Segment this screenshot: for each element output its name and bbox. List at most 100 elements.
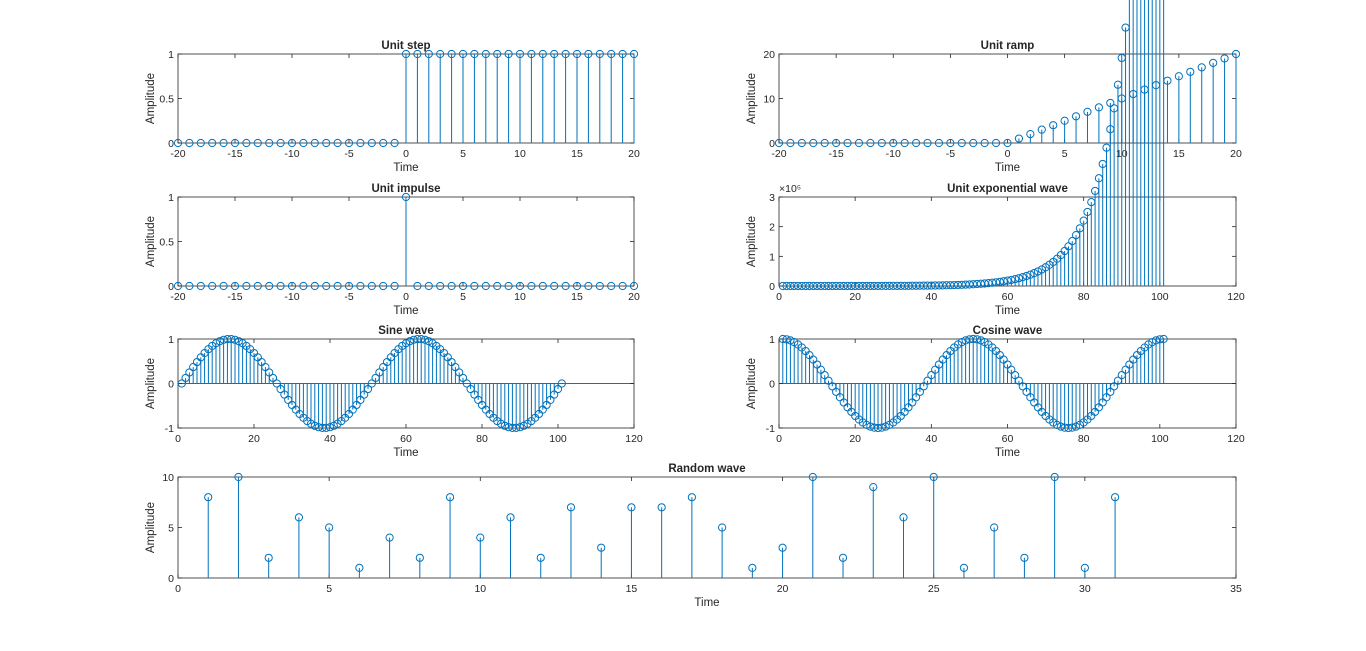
stem-marker [1094, 103, 1104, 112]
x-tick-label: 15 [571, 291, 583, 303]
stem-marker [333, 138, 342, 148]
x-tick-label: 20 [777, 583, 789, 595]
stem-marker [173, 138, 183, 148]
stem-marker [1110, 493, 1120, 502]
stem-marker [1174, 72, 1183, 81]
stem-marker [597, 543, 606, 552]
stem-marker [959, 563, 969, 573]
x-tick-label: 5 [460, 148, 466, 160]
stem-marker [1003, 360, 1012, 369]
x-tick-label: 0 [175, 433, 181, 445]
stem-marker [401, 192, 411, 202]
x-tick-label: 15 [571, 148, 583, 160]
stem-marker [536, 553, 545, 562]
x-tick-label: 20 [628, 291, 640, 303]
stem-marker [946, 138, 955, 148]
stem-marker [618, 281, 627, 291]
x-tick-label: -5 [344, 148, 353, 160]
stem-marker [812, 360, 822, 369]
stem-marker [550, 390, 559, 399]
stem-marker [208, 281, 217, 291]
stem-marker [912, 393, 921, 402]
y-tick-label: 0 [769, 379, 775, 391]
x-tick-label: 5 [460, 291, 466, 303]
stem-marker [287, 138, 297, 148]
x-tick-label: 0 [1005, 148, 1011, 160]
x-tick-label: 20 [248, 433, 260, 445]
stem-marker [557, 379, 566, 388]
stem-marker [242, 281, 251, 291]
stem-marker [390, 138, 399, 148]
stem-marker [915, 387, 925, 396]
stem-marker [344, 138, 354, 148]
y-tick-label: 0 [168, 138, 174, 150]
x-tick-label: -5 [344, 291, 353, 303]
stem-marker [185, 138, 194, 148]
x-tick-label: 80 [1078, 291, 1090, 303]
stem-marker [310, 281, 319, 291]
y-axis-label: Amplitude [145, 502, 157, 553]
y-tick-label: 0 [769, 281, 775, 293]
x-tick-label: 40 [324, 433, 336, 445]
stem-marker [204, 493, 213, 502]
y-tick-label: 1 [769, 251, 775, 263]
x-tick-label: -15 [227, 148, 242, 160]
stem-marker [912, 138, 921, 148]
stem-marker [299, 281, 308, 291]
stem-marker [595, 49, 604, 59]
stem-marker [481, 281, 490, 291]
x-tick-label: 80 [476, 433, 488, 445]
stem-marker [553, 384, 563, 394]
stem-marker [481, 49, 490, 59]
y-axis-label: Amplitude [746, 216, 758, 267]
stem-marker [808, 472, 817, 482]
stem-marker [550, 281, 559, 291]
stem-marker [424, 337, 433, 346]
x-tick-label: 5 [1062, 148, 1068, 160]
stem-marker [748, 563, 757, 573]
stem-marker [629, 281, 639, 291]
stem-marker [363, 384, 373, 394]
stem-marker [561, 49, 570, 59]
x-axis-label: Time [995, 305, 1020, 317]
stem-marker [451, 363, 460, 372]
x-tick-label: 0 [403, 148, 409, 160]
x-tick-label: 40 [925, 291, 937, 303]
stem-marker [417, 334, 426, 344]
y-tick-label: -1 [165, 423, 174, 435]
x-tick-label: 120 [1227, 291, 1245, 303]
y-tick-label: 1 [769, 334, 775, 346]
stem-marker [778, 334, 787, 344]
x-tick-label: 10 [474, 583, 486, 595]
x-axis-label: Time [393, 305, 418, 317]
stem-marker [1197, 63, 1206, 72]
stem-marker [208, 138, 217, 148]
stem-marker [227, 334, 236, 344]
stem-marker [561, 281, 570, 291]
y-axis-label: Amplitude [145, 358, 157, 409]
x-tick-label: 15 [1173, 148, 1185, 160]
x-tick-label: -5 [946, 148, 955, 160]
chart-title: Cosine wave [973, 325, 1043, 337]
x-tick-label: 60 [400, 433, 412, 445]
x-tick-label: -10 [886, 148, 901, 160]
x-tick-label: 10 [514, 291, 526, 303]
stem-marker [1231, 49, 1241, 59]
y-tick-label: 0 [769, 138, 775, 150]
y-axis-label: Amplitude [746, 73, 758, 124]
x-tick-label: 20 [849, 291, 861, 303]
stem-marker [506, 513, 515, 522]
stem-marker [1186, 67, 1195, 76]
x-tick-label: 20 [1230, 148, 1242, 160]
stem-marker [294, 513, 304, 522]
stem-marker [413, 281, 422, 291]
stem-marker [401, 49, 411, 59]
stem-marker [519, 421, 528, 430]
stem-marker [1071, 112, 1081, 121]
stem-marker [196, 138, 205, 148]
x-tick-label: -10 [284, 148, 299, 160]
x-tick-label: 60 [1002, 433, 1014, 445]
x-axis-label: Time [393, 162, 418, 174]
stem-marker [1011, 371, 1020, 380]
